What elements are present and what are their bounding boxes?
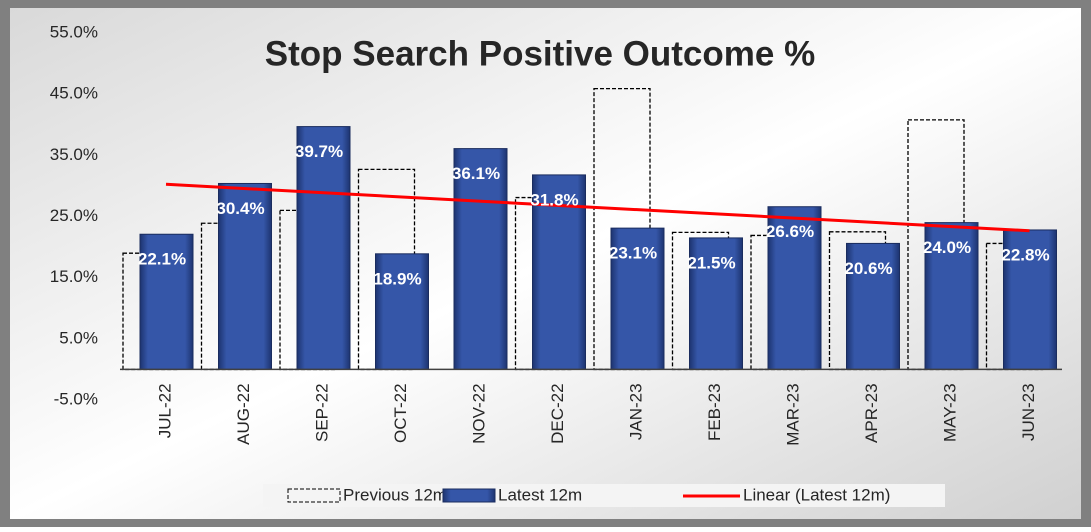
y-tick-label: 35.0%	[50, 145, 98, 164]
legend-swatch	[442, 488, 496, 503]
x-tick-label: JUL-22	[155, 383, 174, 438]
x-tick-label: JUN-23	[1019, 383, 1038, 441]
data-label: 22.8%	[1001, 245, 1049, 264]
x-tick-label: AUG-22	[234, 383, 253, 444]
x-tick-label: MAY-23	[940, 383, 959, 442]
y-tick-label: 25.0%	[50, 206, 98, 225]
latest-bar	[1003, 229, 1057, 370]
latest-bar	[375, 253, 429, 370]
x-tick-label: APR-23	[862, 383, 881, 443]
data-label: 30.4%	[216, 199, 264, 218]
data-label: 31.8%	[530, 190, 578, 209]
previous-bar	[828, 231, 887, 371]
chart-title: Stop Search Positive Outcome %	[265, 34, 815, 73]
latest-bar	[846, 242, 900, 370]
x-tick-label: MAR-23	[783, 383, 802, 445]
latest-bar	[689, 237, 743, 370]
legend-swatch	[287, 488, 341, 503]
data-label: 18.9%	[373, 269, 421, 288]
data-label: 39.7%	[295, 142, 343, 161]
previous-bar	[593, 88, 651, 371]
latest-bar	[218, 182, 272, 370]
y-tick-label: 15.0%	[50, 267, 98, 286]
data-label: 26.6%	[766, 222, 814, 241]
x-tick-label: FEB-23	[705, 383, 724, 441]
data-label: 20.6%	[844, 259, 892, 278]
latest-bar	[924, 222, 979, 370]
data-label: 24.0%	[923, 238, 971, 257]
x-tick-label: JAN-23	[626, 383, 645, 440]
data-label: 22.1%	[138, 250, 186, 269]
previous-bar	[671, 231, 730, 371]
data-label: 36.1%	[452, 164, 500, 183]
x-tick-label: SEP-22	[312, 383, 331, 442]
trend-line	[165, 182, 1030, 233]
x-tick-label: NOV-22	[469, 383, 488, 443]
legend	[263, 484, 945, 507]
data-label: 23.1%	[609, 244, 657, 263]
legend-label: Latest 12m	[498, 485, 582, 504]
y-tick-label: -5.0%	[54, 389, 98, 408]
y-tick-label: 45.0%	[50, 84, 98, 103]
x-tick-label: OCT-22	[391, 383, 410, 443]
latest-bar	[610, 227, 665, 370]
data-label: 21.5%	[687, 253, 735, 272]
legend-label: Previous 12m	[343, 485, 447, 504]
latest-bar	[453, 148, 508, 370]
legend-label: Linear (Latest 12m)	[743, 485, 890, 504]
y-tick-label: 5.0%	[59, 328, 98, 347]
latest-bar	[296, 126, 351, 370]
x-tick-label: DEC-22	[548, 383, 567, 443]
y-tick-label: 55.0%	[50, 22, 98, 41]
latest-bar	[767, 206, 822, 370]
